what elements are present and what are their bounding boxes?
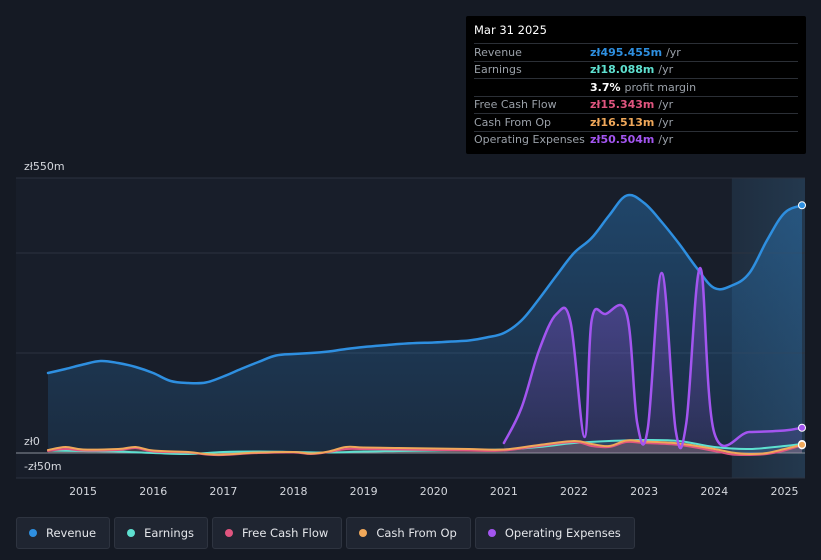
cash-from-op-end-point — [798, 440, 806, 449]
x-tick-label: 2023 — [630, 485, 658, 498]
legend-dot-icon — [127, 529, 136, 537]
operating-expenses-end-point — [798, 423, 806, 432]
revenue-line — [46, 193, 804, 385]
x-tick-label: 2020 — [420, 485, 448, 498]
y-tick-label: -zł50m — [24, 460, 62, 473]
tooltip-row-value: zł16.513m — [590, 115, 655, 129]
legend-dot-icon — [359, 529, 368, 537]
x-tick-label: 2024 — [700, 485, 728, 498]
legend-label: Earnings — [144, 526, 194, 540]
legend: Revenue Earnings Free Cash Flow Cash From O… — [16, 517, 635, 549]
legend-item-cash-from-op[interactable]: Cash From Op — [346, 517, 471, 549]
legend-item-revenue[interactable]: Revenue — [16, 517, 111, 549]
x-tick-label: 2016 — [139, 485, 167, 498]
y-tick-label: zł550m — [24, 160, 65, 173]
tooltip-row: Revenue zł495.455m/yr — [474, 44, 798, 62]
x-tick-label: 2017 — [209, 485, 237, 498]
x-tick-label: 2019 — [350, 485, 378, 498]
cash-from-op-line — [47, 439, 803, 456]
tooltip-date: Mar 31 2025 — [474, 23, 798, 44]
legend-label: Free Cash Flow — [242, 526, 329, 540]
legend-label: Cash From Op — [376, 526, 457, 540]
tooltip-row: 3.7% profit margin — [474, 79, 798, 97]
operating-expenses-line — [502, 266, 804, 450]
legend-dot-icon — [225, 529, 233, 537]
legend-label: Revenue — [46, 526, 97, 540]
x-tick-label: 2022 — [560, 485, 588, 498]
tooltip-row-value: 3.7% — [590, 80, 621, 94]
tooltip-row-label: Earnings — [474, 63, 522, 77]
tooltip-row-unit: profit margin — [624, 80, 697, 94]
tooltip-row-label: Operating Expenses — [474, 133, 585, 147]
tooltip-row-label: Cash From Op — [474, 115, 552, 129]
tooltip-row-value: zł495.455m — [590, 45, 663, 59]
tooltip-row-label: Revenue — [474, 45, 522, 59]
operating-expenses-area — [503, 267, 802, 453]
x-tick-label: 2021 — [490, 485, 518, 498]
tooltip-row: Operating Expenses zł50.504m/yr — [474, 132, 798, 149]
legend-item-free-cash-flow[interactable]: Free Cash Flow — [212, 517, 343, 549]
tooltip-row-unit: /yr — [666, 45, 681, 59]
legend-label: Operating Expenses — [504, 526, 621, 540]
tooltip-row: Cash From Op zł16.513m/yr — [474, 114, 798, 132]
legend-item-operating-expenses[interactable]: Operating Expenses — [474, 517, 635, 549]
y-tick-label: zł0 — [24, 435, 40, 448]
tooltip-row-unit: /yr — [658, 115, 674, 129]
legend-dot-icon — [487, 529, 496, 537]
tooltip-row-unit: /yr — [658, 133, 674, 147]
tooltip-row-unit: /yr — [658, 98, 674, 112]
x-tick-label: 2018 — [279, 485, 307, 498]
legend-dot-icon — [29, 529, 37, 537]
tooltip-row-value: zł18.088m — [590, 63, 655, 77]
tooltip-row-unit: /yr — [658, 63, 674, 77]
revenue-end-point — [798, 201, 806, 210]
tooltip: Mar 31 2025 Revenue zł495.455m/yr Earnings… — [466, 16, 806, 154]
legend-item-earnings[interactable]: Earnings — [114, 517, 208, 549]
tooltip-row: Free Cash Flow zł15.343m/yr — [474, 97, 798, 114]
x-tick-label: 2025 — [770, 485, 798, 498]
tooltip-row-label: Free Cash Flow — [474, 98, 557, 112]
tooltip-row: Earnings zł18.088m/yr — [474, 62, 798, 79]
x-tick-label: 2015 — [69, 485, 97, 498]
tooltip-row-value: zł50.504m — [590, 133, 655, 147]
tooltip-row-value: zł15.343m — [590, 98, 655, 112]
